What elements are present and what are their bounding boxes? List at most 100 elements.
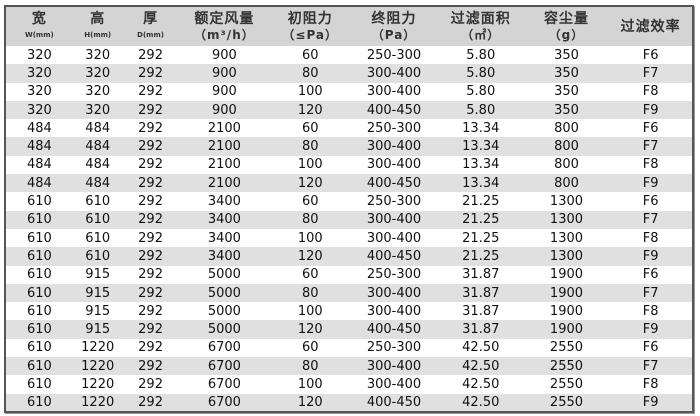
table-cell: 60	[301, 194, 319, 210]
header-title: 终阻力	[371, 10, 417, 27]
table-row: 484 484 292 2100 80 300-400 13.34 800 F7	[5, 137, 693, 156]
table-cell: 350	[554, 47, 579, 63]
column-header: 高 H(mm)	[73, 6, 123, 46]
table-cell: 610	[85, 194, 111, 210]
table-cell: 292	[138, 267, 163, 283]
table-row: 484 484 292 2100 100 300-400 13.34 800 F8	[5, 155, 693, 175]
table-cell: 292	[138, 120, 163, 136]
table-cell: 900	[211, 102, 237, 118]
table-cell: 400-450	[366, 394, 422, 410]
table-cell: 610	[26, 285, 52, 301]
table-cell: 292	[138, 358, 163, 374]
table-cell: 292	[138, 139, 163, 155]
table-cell: 2550	[549, 358, 584, 374]
table-row: 610 915 292 5000 80 300-400 31.87 1900 F7	[5, 283, 693, 303]
table-cell: 610	[26, 248, 52, 264]
table-cell: 5000	[207, 285, 241, 301]
table-cell: 800	[554, 139, 579, 155]
table-cell: 6700	[207, 394, 241, 410]
table-cell: 2550	[549, 340, 584, 356]
table-cell: 400-450	[366, 175, 422, 191]
table-cell: 2100	[207, 120, 241, 136]
table-cell: F6	[642, 120, 659, 136]
table-cell: 484	[26, 139, 52, 155]
table-cell: 320	[85, 65, 111, 81]
table-cell: 300-400	[366, 303, 422, 319]
table-cell: 1300	[549, 248, 584, 264]
table-cell: 80	[301, 139, 319, 155]
table-row: 610 610 292 3400 100 300-400 21.25 1300 F8	[5, 228, 693, 248]
table-cell: 120	[297, 175, 323, 191]
table-row: 610 610 292 3400 120 400-450 21.25 1300 F9	[5, 247, 693, 266]
table-cell: 1220	[81, 376, 115, 392]
header-title: 容尘量	[543, 10, 589, 27]
table-cell: 100	[297, 303, 323, 319]
table-cell: 80	[301, 285, 319, 301]
table-cell: 120	[297, 394, 323, 410]
table-cell: 292	[138, 47, 163, 63]
table-cell: 42.50	[462, 394, 500, 410]
table-cell: F9	[642, 322, 659, 338]
table-cell: 350	[554, 65, 579, 81]
column-header: 额定风量 （m³/h）	[178, 6, 270, 46]
table-cell: 350	[554, 84, 579, 100]
table-row: 610 1220 292 6700 60 250-300 42.50 2550 F6	[5, 338, 693, 358]
table-cell: 13.34	[462, 175, 500, 191]
header-unit: （㎡）	[461, 27, 501, 42]
table-cell: 100	[297, 157, 323, 173]
table-cell: 292	[138, 157, 163, 173]
table-row: 484 484 292 2100 60 250-300 13.34 800 F6	[5, 119, 693, 138]
table-row: 610 915 292 5000 120 400-450 31.87 1900 F9	[5, 320, 693, 339]
table-cell: 610	[85, 212, 111, 228]
header-unit: W(mm)	[25, 30, 54, 39]
table-cell: 292	[138, 303, 163, 319]
table-cell: 60	[301, 267, 319, 283]
header-unit: （m³/h）	[194, 27, 255, 42]
table-cell: 1220	[81, 358, 115, 374]
table-cell: 610	[26, 267, 52, 283]
table-cell: 1300	[549, 194, 584, 210]
table-cell: 3400	[207, 194, 241, 210]
table-cell: 42.50	[462, 376, 500, 392]
table-cell: 292	[138, 175, 163, 191]
table-cell: F9	[642, 394, 659, 410]
header-unit: （g）	[548, 27, 585, 42]
header-title: 额定风量	[194, 10, 255, 27]
table-cell: 300-400	[366, 230, 422, 246]
table-cell: 21.25	[462, 194, 500, 210]
table-cell: 60	[301, 340, 319, 356]
column-header: 宽 W(mm)	[5, 6, 73, 46]
table-cell: 292	[138, 230, 163, 246]
filter-spec-table: 宽 W(mm) 高 H(mm) 厚 D(mm) 额定风量 （m³/h） 初阻力 （≤Pa） 终阻力（…	[4, 5, 694, 413]
table-cell: 610	[26, 358, 52, 374]
table-cell: 3400	[207, 248, 241, 264]
column-header: 过滤面积 （㎡）	[438, 6, 524, 46]
table-cell: 300-400	[366, 84, 422, 100]
table-cell: 3400	[207, 230, 241, 246]
table-cell: 915	[85, 267, 111, 283]
table-cell: 250-300	[366, 340, 422, 356]
table-cell: 300-400	[366, 139, 422, 155]
table-cell: 320	[85, 47, 111, 63]
column-header: 过滤效率	[609, 6, 693, 46]
table-cell: 915	[85, 303, 111, 319]
table-cell: 300-400	[366, 358, 422, 374]
table-cell: F8	[642, 303, 659, 319]
table-cell: 42.50	[462, 340, 500, 356]
header-title: 宽	[31, 10, 47, 27]
table-cell: 5.80	[466, 65, 496, 81]
table-cell: 5.80	[466, 84, 496, 100]
table-cell: 800	[554, 175, 579, 191]
table-cell: 1900	[549, 285, 584, 301]
table-cell: 292	[138, 194, 163, 210]
table-row: 320 320 292 900 120 400-450 5.80 350 F9	[5, 100, 693, 120]
table-cell: 5000	[207, 322, 241, 338]
table-cell: 484	[85, 120, 111, 136]
header-title: 高	[90, 10, 106, 27]
table-cell: 484	[85, 139, 111, 155]
table-cell: 1300	[549, 230, 584, 246]
table-cell: F6	[642, 340, 659, 356]
table-row: 320 320 292 900 60 250-300 5.80 350 F6	[5, 46, 693, 65]
table-cell: 900	[211, 84, 237, 100]
table-cell: 80	[301, 65, 319, 81]
